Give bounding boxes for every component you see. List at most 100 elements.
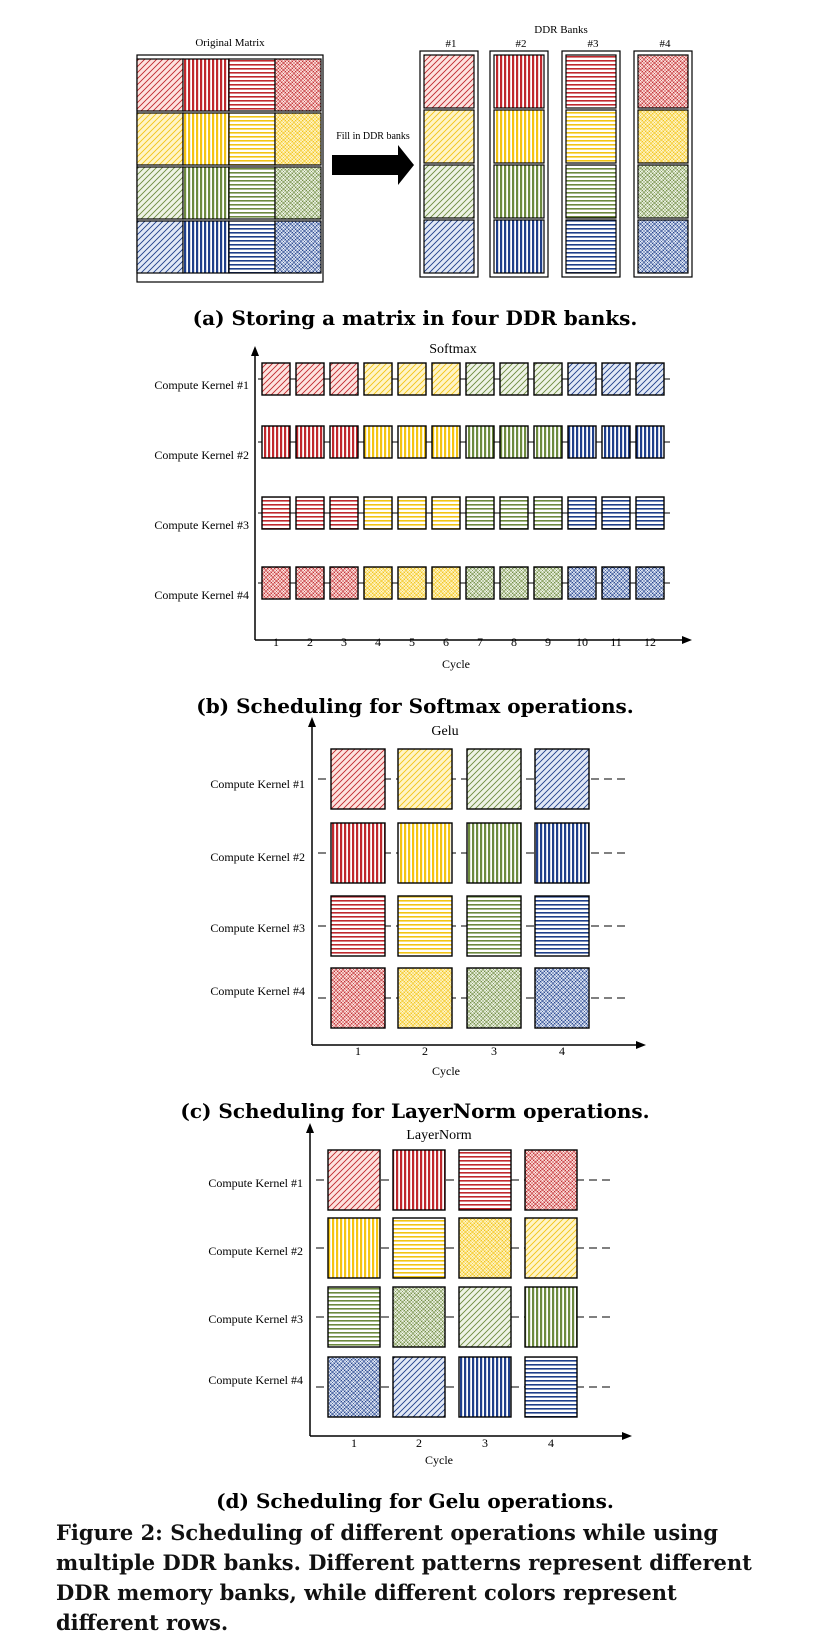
ddr-bank-cell [637,54,689,109]
ddr-bank-frame [489,50,549,278]
cycle-tick-label: 9 [545,635,551,649]
schedule-task-cell [465,496,495,530]
schedule-task-cell [327,1356,381,1418]
ddr-bank-cell [493,109,545,164]
matrix-cell [274,166,322,220]
ddr-bank-cell [493,219,545,274]
schedule-task-cell [601,425,631,459]
schedule-task-cell [327,1149,381,1211]
schedule-task-cell [392,1217,446,1279]
softmax-kernel-label-4: Compute Kernel #4 [154,588,249,602]
softmax-y-arrowhead [251,346,259,356]
layernorm-title: LayerNorm [406,1128,471,1143]
ddr-bank-cell [423,109,475,164]
ddr-bank-frame [419,50,479,278]
schedule-task-cell [458,1217,512,1279]
ddr-bank-frame [633,50,693,278]
schedule-task-cell [329,425,359,459]
cycle-tick-label: 1 [273,635,279,649]
ddr-bank-cell [565,54,617,109]
matrix-cell [136,112,184,166]
schedule-task-cell [397,425,427,459]
fill-arrow [332,145,414,185]
schedule-task-cell [431,496,461,530]
cycle-tick-label: 6 [443,635,449,649]
cycle-tick-label: 4 [548,1436,554,1450]
panel-c: Gelu Compute Kernel #1 Compute Kernel #2… [180,717,650,1123]
softmax-cycle-ticks: 1 2 3 4 5 6 7 8 9 10 11 12 [273,635,656,649]
schedule-task-cell [499,425,529,459]
schedule-task-cell [567,496,597,530]
matrix-cell [136,58,184,112]
schedule-task-cell [533,496,563,530]
cycle-tick-label: 7 [477,635,483,649]
schedule-task-cell [465,566,495,600]
ddr-bank-cell [565,164,617,219]
cycle-tick-label: 2 [307,635,313,649]
schedule-task-cell [397,566,427,600]
schedule-task-cell [524,1217,578,1279]
gelu-cycle-ticks: 1 2 3 4 [355,1044,565,1058]
bank-label-1: #1 [446,38,457,50]
softmax-kernel-label-2: Compute Kernel #2 [154,448,249,462]
matrix-cell [228,220,276,274]
gelu-schedule-grid [318,748,625,1029]
cycle-tick-label: 8 [511,635,517,649]
bank-label-2: #2 [516,38,527,50]
schedule-task-cell [601,566,631,600]
schedule-task-cell [635,566,665,600]
caption-c: (c) Scheduling for LayerNorm operations. [180,1099,649,1123]
schedule-task-cell [392,1356,446,1418]
cycle-tick-label: 3 [341,635,347,649]
schedule-task-cell [601,496,631,530]
schedule-task-cell [499,496,529,530]
softmax-x-arrowhead [682,636,692,644]
ddr-bank-cell [637,109,689,164]
schedule-task-cell [499,362,529,396]
ddr-bank-cell [493,164,545,219]
schedule-task-cell [458,1286,512,1348]
panel-b: Softmax Compute Kernel #1 Compute Kernel… [154,342,692,718]
caption-b: (b) Scheduling for Softmax operations. [196,694,634,718]
cycle-tick-label: 4 [559,1044,565,1058]
schedule-task-cell [327,1286,381,1348]
schedule-task-cell [329,566,359,600]
schedule-task-cell [295,566,325,600]
gelu-x-arrowhead [636,1041,646,1049]
schedule-task-cell [499,566,529,600]
ddr-bank-cell [423,54,475,109]
panel-a: Original Matrix Fill in DDR banks DDR Ba… [136,24,693,330]
schedule-task-cell [295,362,325,396]
schedule-task-cell [466,748,522,810]
schedule-task-cell [466,822,522,884]
softmax-kernel-label-3: Compute Kernel #3 [154,518,249,532]
schedule-task-cell [465,425,495,459]
schedule-task-cell [397,748,453,810]
matrix-cell [182,58,230,112]
schedule-task-cell [534,822,590,884]
layernorm-x-arrowhead [622,1432,632,1440]
schedule-task-cell [392,1286,446,1348]
schedule-task-cell [601,362,631,396]
ddr-bank-cell [565,219,617,274]
matrix-cell [182,220,230,274]
cycle-tick-label: 11 [610,635,622,649]
matrix-cell [274,220,322,274]
ddr-bank-cell [493,54,545,109]
schedule-task-cell [524,1356,578,1418]
schedule-task-cell [363,496,393,530]
cycle-tick-label: 3 [482,1436,488,1450]
layernorm-kernel-label-4: Compute Kernel #4 [208,1373,303,1387]
ddr-bank-cell [423,164,475,219]
figure-caption: Figure 2: Scheduling of different operat… [56,1520,752,1635]
gelu-kernel-label-3: Compute Kernel #3 [210,921,305,935]
schedule-task-cell [397,496,427,530]
schedule-task-cell [533,362,563,396]
cycle-tick-label: 10 [576,635,588,649]
schedule-task-cell [567,362,597,396]
schedule-task-cell [534,748,590,810]
matrix-cell [182,112,230,166]
schedule-task-cell [330,748,386,810]
cycle-tick-label: 12 [644,635,656,649]
